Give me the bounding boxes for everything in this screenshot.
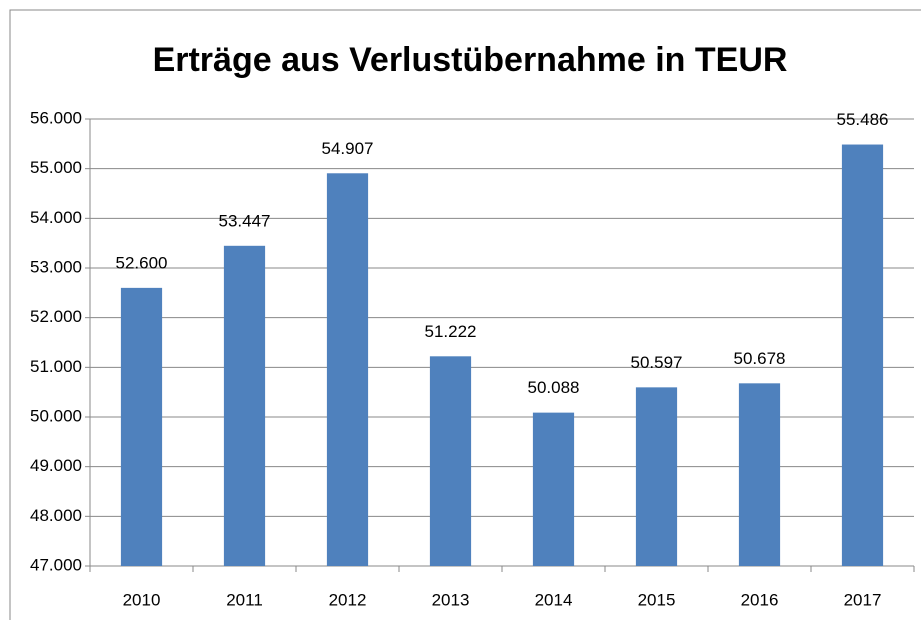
x-tick-label: 2013 (432, 590, 470, 609)
value-label: 50.678 (734, 349, 786, 368)
y-tick-label: 51.000 (30, 357, 82, 376)
bar (635, 387, 678, 566)
value-label: 54.907 (322, 139, 374, 158)
x-tick-label: 2012 (329, 590, 367, 609)
y-tick-label: 54.000 (30, 208, 82, 227)
bar (841, 144, 884, 566)
value-label: 50.088 (528, 378, 580, 397)
x-tick-label: 2016 (741, 590, 779, 609)
chart-title: Erträge aus Verlustübernahme in TEUR (153, 41, 788, 79)
y-tick-label: 50.000 (30, 406, 82, 425)
y-tick-label: 55.000 (30, 158, 82, 177)
bar (326, 173, 369, 567)
bar (532, 412, 575, 566)
x-tick-label: 2014 (535, 590, 573, 609)
value-label: 50.597 (631, 353, 683, 372)
bar (223, 245, 266, 566)
y-tick-label: 48.000 (30, 506, 82, 525)
x-tick-label: 2017 (844, 590, 882, 609)
bar (738, 383, 781, 566)
y-tick-label: 49.000 (30, 456, 82, 475)
value-label: 55.486 (837, 110, 889, 129)
y-tick-label: 52.000 (30, 307, 82, 326)
x-tick-label: 2015 (638, 590, 676, 609)
value-label: 52.600 (116, 253, 168, 272)
value-label: 51.222 (425, 322, 477, 341)
y-tick-label: 47.000 (30, 555, 82, 574)
bar (429, 356, 472, 566)
x-tick-label: 2010 (123, 590, 161, 609)
y-tick-label: 53.000 (30, 257, 82, 276)
chart-border (9, 9, 921, 620)
y-tick-label: 56.000 (30, 108, 82, 127)
value-label: 53.447 (219, 211, 271, 230)
bar (120, 287, 163, 566)
x-tick-label: 2011 (226, 590, 263, 609)
